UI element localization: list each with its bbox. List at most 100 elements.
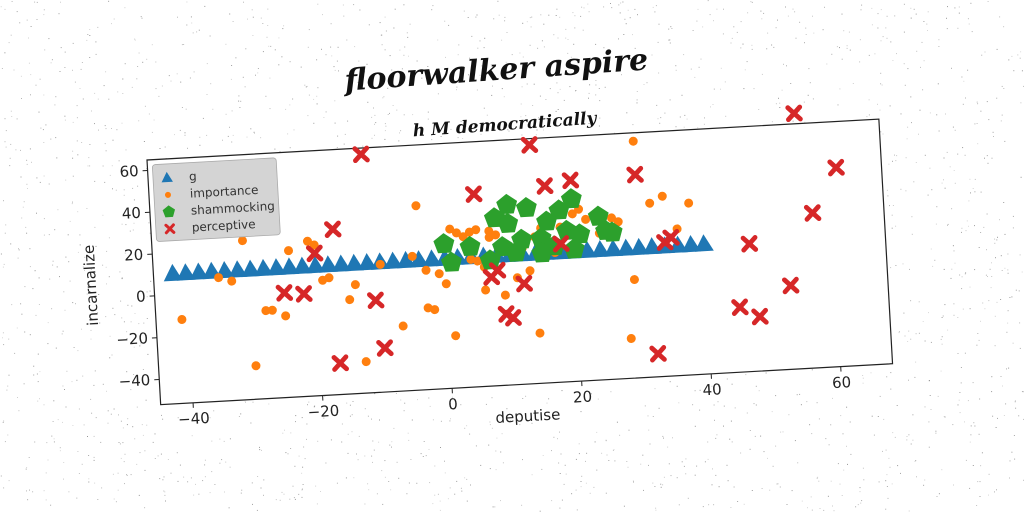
noise-speck (100, 441, 102, 443)
noise-speck (504, 20, 506, 22)
noise-speck (684, 114, 686, 116)
noise-speck (859, 61, 861, 63)
noise-speck (1020, 176, 1022, 178)
noise-speck (2, 337, 3, 339)
noise-speck (36, 1, 38, 3)
noise-speck (47, 343, 49, 345)
noise-speck (346, 402, 348, 404)
noise-speck (971, 31, 973, 33)
noise-speck (204, 464, 206, 466)
noise-speck (21, 217, 23, 219)
noise-speck (461, 490, 463, 492)
noise-speck (379, 22, 381, 24)
noise-speck (255, 74, 256, 76)
noise-speck (121, 223, 123, 225)
noise-speck (670, 26, 672, 28)
noise-speck (555, 110, 557, 112)
noise-speck (928, 421, 930, 423)
noise-speck (32, 288, 34, 290)
noise-speck (124, 252, 126, 254)
noise-speck (779, 486, 781, 488)
noise-speck (873, 434, 875, 436)
noise-speck (962, 147, 964, 149)
noise-speck (702, 506, 704, 508)
noise-speck (374, 114, 376, 116)
noise-speck (0, 475, 2, 477)
noise-speck (715, 474, 717, 476)
noise-speck (928, 312, 929, 314)
noise-speck (999, 219, 1000, 221)
y-tick-label: 60 (119, 162, 139, 181)
noise-speck (932, 265, 934, 267)
noise-speck (121, 317, 123, 319)
noise-speck (48, 234, 50, 236)
noise-speck (958, 12, 960, 14)
noise-speck (407, 36, 409, 38)
noise-speck (991, 157, 993, 159)
noise-speck (123, 189, 125, 191)
noise-speck (981, 54, 983, 56)
noise-speck (64, 67, 66, 68)
noise-speck (493, 18, 495, 20)
noise-speck (395, 392, 397, 394)
noise-speck (181, 44, 183, 46)
noise-speck (106, 390, 107, 392)
noise-speck (923, 484, 925, 486)
noise-speck (112, 473, 114, 475)
noise-speck (863, 479, 865, 481)
noise-speck (114, 314, 116, 316)
noise-speck (9, 157, 11, 159)
noise-speck (961, 288, 963, 290)
noise-speck (59, 276, 60, 278)
noise-speck (746, 412, 748, 414)
noise-speck (563, 99, 565, 101)
noise-speck (303, 446, 305, 448)
noise-speck (1006, 331, 1008, 333)
data-point-importance (626, 333, 636, 343)
noise-speck (758, 109, 760, 110)
noise-speck (804, 42, 805, 44)
noise-speck (1003, 415, 1005, 416)
noise-speck (393, 427, 395, 429)
noise-speck (95, 245, 97, 247)
noise-speck (304, 84, 306, 86)
noise-speck (315, 485, 317, 487)
noise-speck (224, 491, 225, 493)
noise-speck (362, 145, 364, 147)
noise-speck (452, 70, 454, 72)
noise-speck (605, 440, 607, 442)
noise-speck (817, 476, 819, 478)
noise-speck (651, 54, 653, 56)
data-point-perceptive (536, 177, 554, 195)
noise-speck (620, 2, 622, 4)
noise-speck (307, 404, 308, 406)
noise-speck (654, 388, 656, 390)
noise-speck (580, 481, 582, 482)
noise-speck (850, 453, 852, 455)
noise-speck (289, 61, 291, 63)
noise-speck (351, 431, 353, 433)
noise-speck (229, 438, 231, 440)
noise-speck (124, 483, 125, 485)
noise-speck (18, 410, 20, 412)
noise-speck (55, 137, 57, 139)
noise-speck (595, 80, 597, 81)
noise-speck (491, 397, 493, 399)
noise-speck (776, 483, 778, 485)
noise-speck (81, 62, 83, 63)
noise-speck (374, 134, 375, 136)
noise-speck (43, 94, 45, 96)
noise-speck (466, 425, 468, 427)
noise-speck (911, 122, 912, 124)
noise-speck (231, 65, 233, 66)
noise-speck (155, 88, 157, 90)
noise-speck (622, 1, 624, 3)
noise-speck (720, 88, 721, 90)
noise-speck (331, 55, 333, 57)
noise-speck (290, 432, 292, 434)
noise-speck (751, 48, 753, 50)
noise-speck (179, 129, 181, 131)
data-point-shammocking (459, 235, 481, 257)
noise-speck (642, 454, 644, 456)
noise-speck (4, 118, 6, 120)
